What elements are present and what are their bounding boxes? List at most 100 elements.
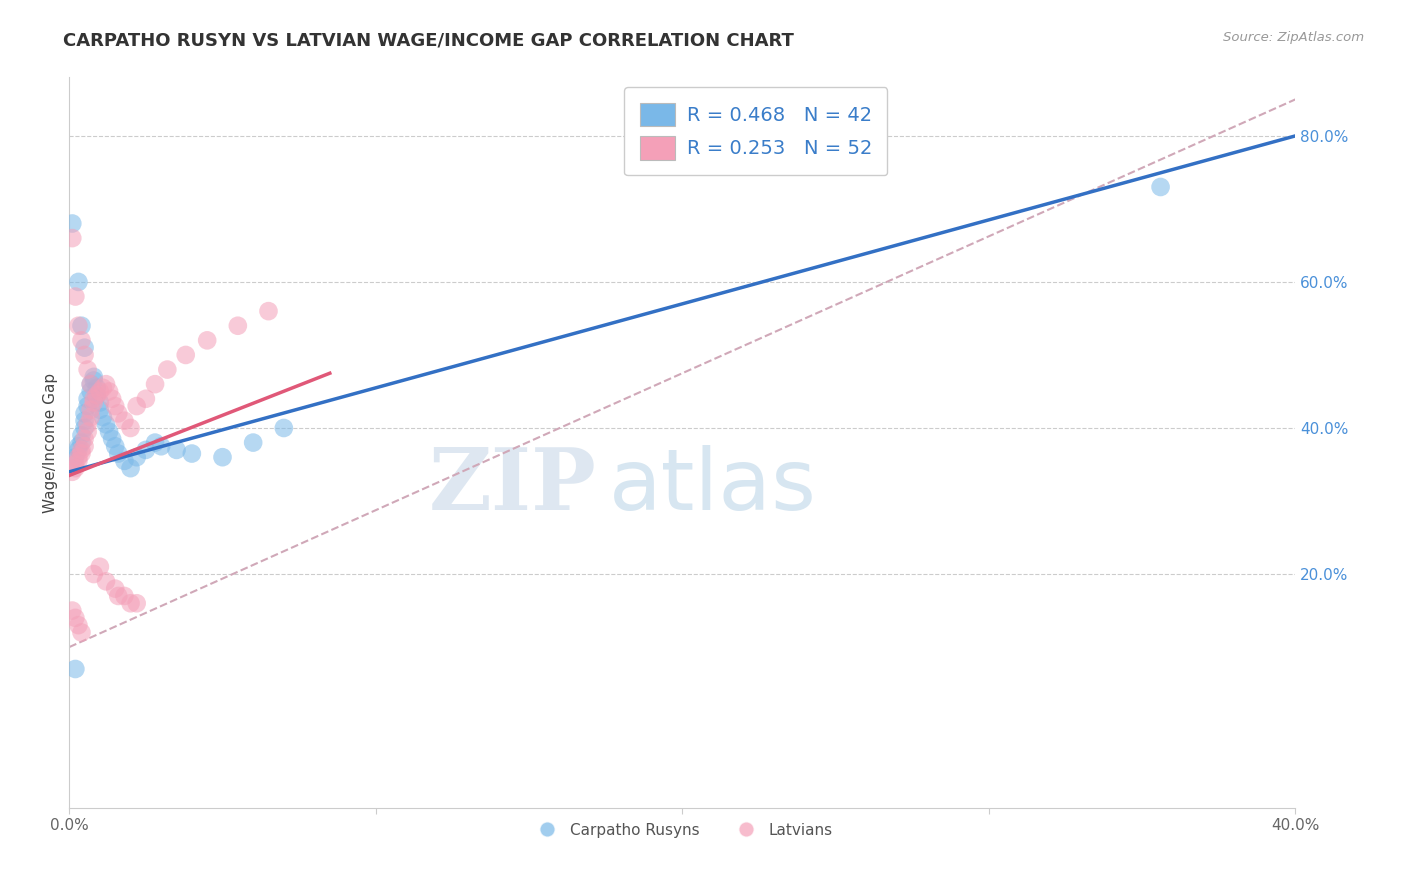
- Point: [76, 417, 98, 432]
- Point: [86, 388, 108, 402]
- Point: [60, 231, 83, 245]
- Point: [70, 446, 93, 460]
- Point: [60, 603, 83, 617]
- Point: [125, 450, 148, 465]
- Point: [83, 567, 105, 582]
- Point: [67, 318, 90, 333]
- Point: [80, 384, 103, 399]
- Point: [104, 399, 127, 413]
- Point: [65, 450, 87, 465]
- Point: [86, 381, 108, 395]
- Point: [112, 589, 135, 603]
- Point: [65, 289, 87, 303]
- Point: [67, 442, 90, 457]
- Point: [91, 410, 114, 425]
- Point: [70, 435, 93, 450]
- Point: [83, 374, 105, 388]
- Point: [76, 392, 98, 406]
- Point: [80, 377, 103, 392]
- Point: [65, 461, 87, 475]
- Point: [76, 399, 98, 413]
- Point: [89, 384, 111, 399]
- Point: [150, 439, 173, 453]
- Point: [195, 334, 218, 348]
- Point: [143, 377, 166, 392]
- Point: [1149, 180, 1171, 194]
- Point: [80, 402, 103, 417]
- Point: [101, 392, 124, 406]
- Point: [70, 334, 93, 348]
- Point: [65, 458, 87, 472]
- Point: [226, 318, 249, 333]
- Point: [120, 596, 142, 610]
- Point: [80, 377, 103, 392]
- Text: CARPATHO RUSYN VS LATVIAN WAGE/INCOME GAP CORRELATION CHART: CARPATHO RUSYN VS LATVIAN WAGE/INCOME GA…: [63, 31, 794, 49]
- Point: [211, 450, 233, 465]
- Point: [107, 446, 129, 460]
- Point: [125, 596, 148, 610]
- Point: [98, 384, 121, 399]
- Point: [60, 217, 83, 231]
- Point: [70, 428, 93, 442]
- Point: [67, 439, 90, 453]
- Point: [156, 362, 179, 376]
- Point: [83, 395, 105, 409]
- Point: [73, 439, 96, 453]
- Point: [174, 348, 197, 362]
- Point: [135, 392, 157, 406]
- Legend: Carpatho Rusyns, Latvians: Carpatho Rusyns, Latvians: [526, 817, 839, 844]
- Point: [112, 454, 135, 468]
- Point: [76, 425, 98, 439]
- Point: [257, 304, 280, 318]
- Point: [60, 465, 83, 479]
- Point: [242, 435, 264, 450]
- Point: [73, 341, 96, 355]
- Point: [125, 399, 148, 413]
- Point: [65, 662, 87, 676]
- Point: [70, 625, 93, 640]
- Point: [104, 582, 127, 596]
- Point: [273, 421, 295, 435]
- Point: [98, 425, 121, 439]
- Point: [107, 406, 129, 420]
- Point: [80, 410, 103, 425]
- Point: [67, 275, 90, 289]
- Point: [67, 450, 90, 465]
- Text: atlas: atlas: [609, 445, 817, 528]
- Point: [91, 381, 114, 395]
- Point: [120, 461, 142, 475]
- Point: [89, 395, 111, 409]
- Point: [67, 618, 90, 632]
- Point: [73, 348, 96, 362]
- Point: [65, 611, 87, 625]
- Point: [89, 402, 111, 417]
- Point: [112, 414, 135, 428]
- Point: [143, 435, 166, 450]
- Text: Source: ZipAtlas.com: Source: ZipAtlas.com: [1223, 31, 1364, 45]
- Point: [76, 362, 98, 376]
- Point: [67, 454, 90, 468]
- Point: [94, 377, 117, 392]
- Point: [83, 392, 105, 406]
- Point: [60, 454, 83, 468]
- Point: [135, 442, 157, 457]
- Point: [94, 574, 117, 589]
- Point: [89, 559, 111, 574]
- Point: [180, 446, 202, 460]
- Y-axis label: Wage/Income Gap: Wage/Income Gap: [44, 373, 58, 513]
- Point: [107, 589, 129, 603]
- Point: [70, 318, 93, 333]
- Point: [94, 417, 117, 432]
- Point: [104, 439, 127, 453]
- Point: [70, 442, 93, 457]
- Point: [86, 388, 108, 402]
- Text: ZIP: ZIP: [429, 444, 596, 528]
- Point: [101, 432, 124, 446]
- Point: [120, 421, 142, 435]
- Point: [83, 369, 105, 384]
- Point: [73, 406, 96, 420]
- Point: [73, 421, 96, 435]
- Point: [73, 414, 96, 428]
- Point: [73, 432, 96, 446]
- Point: [166, 442, 188, 457]
